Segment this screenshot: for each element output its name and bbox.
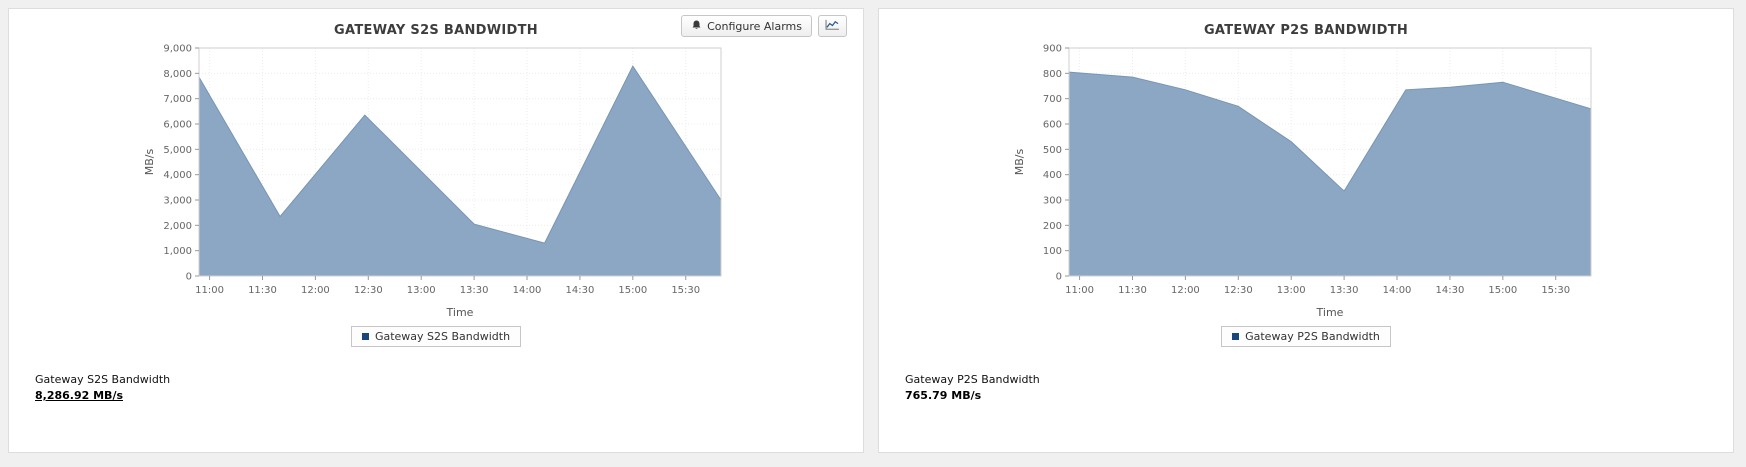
svg-text:15:30: 15:30 — [671, 285, 700, 296]
svg-text:14:30: 14:30 — [1436, 285, 1465, 296]
chart-view-button[interactable] — [818, 15, 847, 37]
legend-label: Gateway P2S Bandwidth — [1245, 330, 1380, 343]
svg-text:14:30: 14:30 — [566, 285, 595, 296]
svg-text:11:00: 11:00 — [195, 285, 224, 296]
panel-gateway-s2s: Configure Alarms GATEWAY S2S BANDWIDTH 0… — [8, 8, 864, 453]
svg-text:0: 0 — [186, 272, 192, 283]
svg-text:7,000: 7,000 — [163, 94, 192, 105]
bell-icon — [691, 19, 702, 34]
p2s-area-chart: 0 100 200 300 400 500 600 700 800 900 11:00 11:30 12… — [879, 40, 1733, 322]
legend-box: Gateway S2S Bandwidth — [350, 326, 522, 347]
svg-text:11:30: 11:30 — [248, 285, 277, 296]
svg-text:300: 300 — [1043, 196, 1062, 207]
svg-text:700: 700 — [1043, 94, 1062, 105]
svg-text:200: 200 — [1043, 221, 1062, 232]
svg-text:3,000: 3,000 — [163, 196, 192, 207]
svg-text:14:00: 14:00 — [1383, 285, 1412, 296]
svg-text:2,000: 2,000 — [163, 221, 192, 232]
svg-text:15:00: 15:00 — [1488, 285, 1517, 296]
panel-gateway-p2s: GATEWAY P2S BANDWIDTH 0 100 200 300 400 500 60… — [878, 8, 1734, 453]
current-value-p2s: Gateway P2S Bandwidth 765.79 MB/s — [905, 373, 1040, 402]
svg-text:5,000: 5,000 — [163, 145, 192, 156]
footer-value: 765.79 MB/s — [905, 389, 982, 402]
svg-text:MB/s: MB/s — [1013, 148, 1026, 175]
panel-toolbar: Configure Alarms — [681, 15, 847, 37]
footer-label: Gateway P2S Bandwidth — [905, 373, 1040, 386]
svg-text:900: 900 — [1043, 44, 1062, 55]
svg-text:100: 100 — [1043, 246, 1062, 257]
legend-marker-icon — [1232, 333, 1240, 340]
svg-text:13:00: 13:00 — [1277, 285, 1306, 296]
svg-text:8,000: 8,000 — [163, 69, 192, 80]
svg-text:500: 500 — [1043, 145, 1062, 156]
svg-text:11:00: 11:00 — [1065, 285, 1094, 296]
svg-text:15:00: 15:00 — [618, 285, 647, 296]
svg-text:1,000: 1,000 — [163, 246, 192, 257]
current-value-s2s: Gateway S2S Bandwidth 8,286.92 MB/s — [35, 373, 170, 402]
svg-text:11:30: 11:30 — [1118, 285, 1147, 296]
svg-text:12:00: 12:00 — [301, 285, 330, 296]
svg-text:13:00: 13:00 — [407, 285, 436, 296]
svg-text:14:00: 14:00 — [513, 285, 542, 296]
svg-text:0: 0 — [1056, 272, 1062, 283]
svg-text:13:30: 13:30 — [460, 285, 489, 296]
svg-text:12:00: 12:00 — [1171, 285, 1200, 296]
legend-label: Gateway S2S Bandwidth — [374, 330, 511, 343]
svg-text:400: 400 — [1043, 170, 1062, 181]
legend-marker-icon — [361, 333, 369, 340]
svg-text:6,000: 6,000 — [163, 120, 192, 131]
configure-alarms-button[interactable]: Configure Alarms — [681, 15, 812, 37]
chart-title-p2s: GATEWAY P2S BANDWIDTH — [1203, 23, 1409, 38]
line-chart-icon — [825, 19, 840, 34]
legend-s2s: Gateway S2S Bandwidth — [9, 326, 863, 347]
svg-text:15:30: 15:30 — [1541, 285, 1570, 296]
svg-text:13:30: 13:30 — [1330, 285, 1359, 296]
svg-text:800: 800 — [1043, 69, 1062, 80]
chart-title-s2s: GATEWAY S2S BANDWIDTH — [334, 23, 538, 38]
configure-alarms-label: Configure Alarms — [707, 19, 802, 33]
footer-label: Gateway S2S Bandwidth — [35, 373, 171, 386]
footer-value-link[interactable]: 8,286.92 MB/s — [35, 389, 124, 402]
svg-text:Time: Time — [446, 306, 474, 319]
svg-text:12:30: 12:30 — [1224, 285, 1253, 296]
svg-text:600: 600 — [1043, 120, 1062, 131]
svg-text:9,000: 9,000 — [163, 44, 192, 55]
legend-box: Gateway P2S Bandwidth — [1221, 326, 1391, 347]
svg-text:12:30: 12:30 — [354, 285, 383, 296]
legend-p2s: Gateway P2S Bandwidth — [879, 326, 1733, 347]
svg-text:MB/s: MB/s — [143, 148, 156, 175]
s2s-area-chart: 0 1,000 2,000 3,000 4,000 5,000 6,000 7,000 8,00… — [9, 40, 863, 322]
svg-text:Time: Time — [1316, 306, 1344, 319]
svg-text:4,000: 4,000 — [163, 170, 192, 181]
